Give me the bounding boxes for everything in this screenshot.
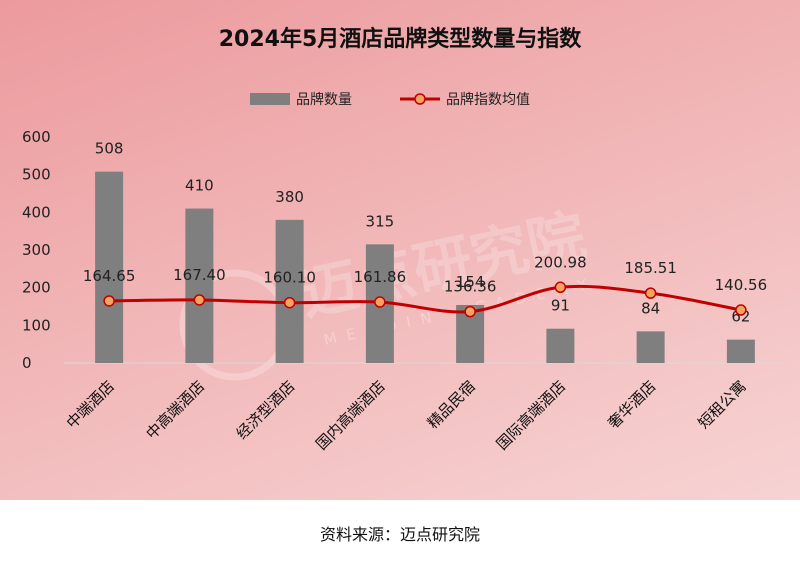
line-point-2 <box>283 296 296 309</box>
bar-label-5: 91 <box>551 297 570 315</box>
x-category-3: 国内高端酒店 <box>312 377 388 453</box>
bar-label-6: 84 <box>641 299 660 317</box>
bar-label-3: 315 <box>366 212 395 230</box>
legend-line-label: 品牌指数均值 <box>446 91 530 108</box>
x-category-7: 短租公寓 <box>695 377 750 432</box>
line-point-6 <box>644 287 657 299</box>
y-tick-label: 300 <box>22 241 51 259</box>
y-tick-label: 200 <box>22 279 51 297</box>
x-axis-categories: 中端酒店 中高端酒店 经济型酒店 国内高端酒店 精品民宿 国际高端酒店 奢华酒店 短租公寓 <box>63 377 750 453</box>
legend: 品牌数量 品牌指数均值 <box>250 91 530 108</box>
line-label-4: 136.36 <box>444 278 497 296</box>
bar-label-0: 508 <box>95 140 124 158</box>
line-series <box>103 281 747 318</box>
line-label-6: 185.51 <box>624 259 677 277</box>
chart-canvas: 迈点研究院 MEADIN ACADEMY 2024年5月酒店品牌类型数量与指数 … <box>0 0 800 500</box>
chart-title: 2024年5月酒店品牌类型数量与指数 <box>219 26 583 52</box>
bar-1 <box>185 208 214 363</box>
line-point-5 <box>554 281 567 294</box>
y-tick-label: 0 <box>22 354 32 372</box>
x-category-4: 精品民宿 <box>424 377 479 432</box>
line-point-1 <box>193 294 206 306</box>
y-tick-label: 500 <box>22 166 51 184</box>
x-category-6: 奢华酒店 <box>604 377 659 432</box>
bar-6 <box>636 331 665 363</box>
x-category-0: 中端酒店 <box>63 377 118 432</box>
footer: 资料来源：迈点研究院 <box>0 500 800 566</box>
legend-bar-label: 品牌数量 <box>296 91 352 108</box>
bar-series <box>95 171 755 363</box>
bar-2 <box>275 219 304 363</box>
y-tick-label: 600 <box>22 128 51 146</box>
line-label-3: 161.86 <box>354 268 407 286</box>
line-data-labels: 164.65 167.40 160.10 161.86 136.36 200.98 185.… <box>83 253 767 295</box>
line-label-7: 140.56 <box>715 276 768 294</box>
x-category-5: 国际高端酒店 <box>493 377 569 453</box>
line-label-2: 160.10 <box>263 269 316 287</box>
bar-label-2: 380 <box>275 188 304 206</box>
bar-0 <box>95 171 124 363</box>
legend-line-marker <box>414 93 426 105</box>
line-point-7 <box>735 304 747 316</box>
line-point-0 <box>103 295 115 307</box>
source-note: 资料来源：迈点研究院 <box>319 525 480 544</box>
line-label-0: 164.65 <box>83 267 136 285</box>
line-label-5: 200.98 <box>534 253 587 271</box>
x-category-2: 经济型酒店 <box>233 377 299 443</box>
y-tick-label: 100 <box>22 316 51 334</box>
legend-bar-swatch <box>250 93 290 105</box>
chart-svg: 迈点研究院 MEADIN ACADEMY 2024年5月酒店品牌类型数量与指数 … <box>22 26 786 453</box>
line-label-1: 167.40 <box>173 266 226 284</box>
line-point-4 <box>464 305 476 318</box>
bar-label-4: 154 <box>456 273 485 291</box>
bar-label-1: 410 <box>185 177 214 195</box>
y-tick-label: 400 <box>22 203 51 221</box>
index-line <box>109 284 742 314</box>
bar-5 <box>546 328 575 363</box>
x-category-1: 中高端酒店 <box>142 377 208 443</box>
line-point-3 <box>374 296 386 308</box>
bar-7 <box>726 339 755 363</box>
y-axis-ticks: 0 100 200 300 400 500 600 <box>22 128 51 372</box>
